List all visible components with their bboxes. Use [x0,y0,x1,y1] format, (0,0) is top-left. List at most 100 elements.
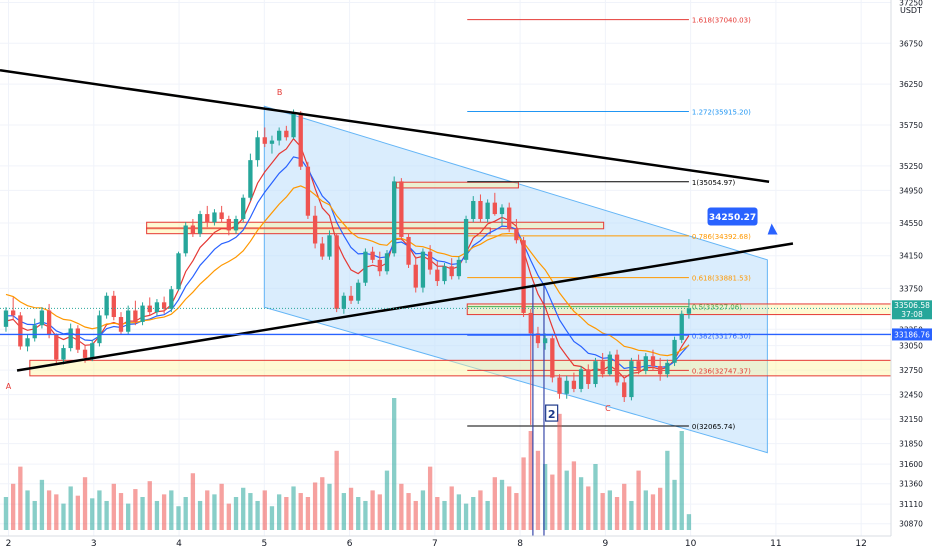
price-tick-label: 34550 [899,219,923,228]
candle-body [269,140,275,144]
channel-area [263,105,768,454]
volume-bar [485,500,490,530]
volume-bar [370,490,375,530]
fib-level-label: 0.382(33176.30) [692,332,751,340]
volume-bar [97,490,102,530]
volume-bar [578,477,584,530]
price-tick-label: 31850 [899,440,923,449]
volume-bar [11,483,16,530]
candle-body [629,361,634,398]
volume-bar [672,479,677,530]
time-tick-label: 7 [432,539,438,549]
candle-body [384,253,390,272]
volume-bar [140,497,145,530]
price-tick-label: 32150 [899,415,923,424]
candle-body [32,325,37,339]
fib-level-label: 0.618(33881.53) [692,275,751,283]
volume-bar [471,497,476,530]
fib-level-label: 1.618(37040.03) [692,17,751,25]
volume-bar [557,413,562,530]
volume-bar [176,506,181,530]
candle-body [298,112,303,167]
price-tick-label: 34150 [899,252,923,261]
price-tick-label: 36250 [899,80,923,89]
descending-channel [263,105,768,454]
candle-body [39,310,45,326]
price-callout: 34250.27 [707,207,778,235]
volume-bar [593,464,598,530]
volume-bar [255,500,260,530]
volume-bar [118,493,124,530]
candle-body [413,264,418,288]
candle-body [528,312,533,334]
volume-bar [600,493,605,530]
volume-bar [456,494,462,530]
price-callout-value: 34250.27 [709,213,756,223]
volume-bar [248,493,253,530]
fib-level-label: 0.786(34392.68) [692,233,751,241]
candle-body [255,137,260,161]
time-axis[interactable] [0,536,932,550]
candle-body [406,236,411,265]
candle-body [586,369,591,385]
candle-body [686,308,692,314]
volume-bar [3,497,9,530]
volume-bar [154,500,160,530]
volume-bar [111,483,116,530]
volume-bar [312,482,318,530]
fib-level-label: 0.5(33527.06) [692,304,742,312]
volume-bar [614,497,620,530]
volume-bar [399,483,404,530]
candle-body [197,214,203,234]
volume-bar [413,500,418,530]
candle-body [420,251,426,288]
volume-bar [169,490,174,530]
candle-body [161,302,167,309]
wave-label: A [6,382,12,391]
time-tick-label: 8 [517,539,523,549]
price-tick-label: 31110 [899,500,923,509]
volume-bar [219,483,224,530]
volume-bar [535,450,541,530]
volume-bar [586,486,591,530]
time-axis-ticks: 2 3 4 5 6 7 8 9 10 11 12 [6,539,867,549]
volume-bar [190,473,196,530]
volume-bar [528,431,533,530]
volume-bar [420,490,426,530]
volume-bar [291,486,296,530]
candle-body [11,310,16,316]
volume-bar [341,493,347,530]
trendlines [0,69,794,372]
volume-bar [550,474,555,530]
price-tick-label: 32450 [899,391,923,400]
volume-bar [212,494,217,530]
candle-body [334,235,339,309]
volume-bar [276,494,282,530]
highlight-zone [146,227,491,235]
volume-bar [233,497,239,530]
volume-bar [542,464,548,530]
price-tick-label: 31600 [899,460,923,469]
candle-body [435,269,440,282]
price-tick-label: 34950 [899,186,923,195]
candle-body [305,166,311,216]
price-axis[interactable] [891,0,932,536]
volume-bar [39,479,45,530]
candle-body [154,302,160,313]
volume-bar [686,514,692,530]
time-tick-label: 2 [6,539,12,549]
candle-body [672,339,677,363]
volume-bar [406,493,411,530]
candle-body [341,295,347,309]
candle-body [46,310,52,335]
candle-body [535,333,541,344]
candle-body [392,181,397,254]
candle-body [442,266,447,282]
volume-bar [499,479,505,530]
price-tick-label: 37250 [899,0,923,7]
price-callout-box [707,207,758,226]
candle-body [614,354,620,383]
candle-body [492,202,497,215]
candle-body [219,212,224,219]
